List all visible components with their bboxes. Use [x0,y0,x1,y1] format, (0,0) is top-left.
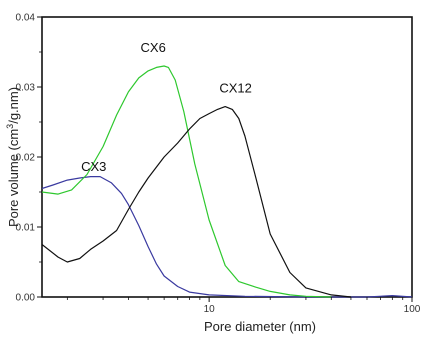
y-tick-label: 0.02 [16,153,36,164]
y-axis-title-main: Pore volume (cm [6,129,21,227]
label-layer: CX3 CX6 CX12 [81,40,252,174]
series-label-cx12: CX12 [219,81,252,96]
y-tick-label: 0.03 [16,83,36,94]
y-tick-label: 0.01 [16,223,36,234]
y-tick-label: 0.04 [16,13,36,24]
y-axis-title: Pore volume (cm3/g.nm) [5,87,21,227]
series-line-cx12 [41,105,351,298]
y-axis-title-superscript: 3 [5,124,15,129]
x-axis-title: Pore diameter (nm) [204,319,316,334]
tick-layer: 10 100 0.00 0.01 0.02 0.03 0.04 [16,13,421,316]
y-tick-label: 0.00 [16,293,36,304]
series-label-cx6: CX6 [141,40,166,55]
series-layer [41,65,413,298]
y-axis-title-rest: /g.nm) [6,87,21,124]
series-label-cx3: CX3 [81,159,106,174]
series-line-cx6 [41,65,332,298]
x-tick-label: 100 [404,304,421,315]
x-tick-label: 10 [204,304,216,315]
series-line-cx3 [41,176,413,298]
